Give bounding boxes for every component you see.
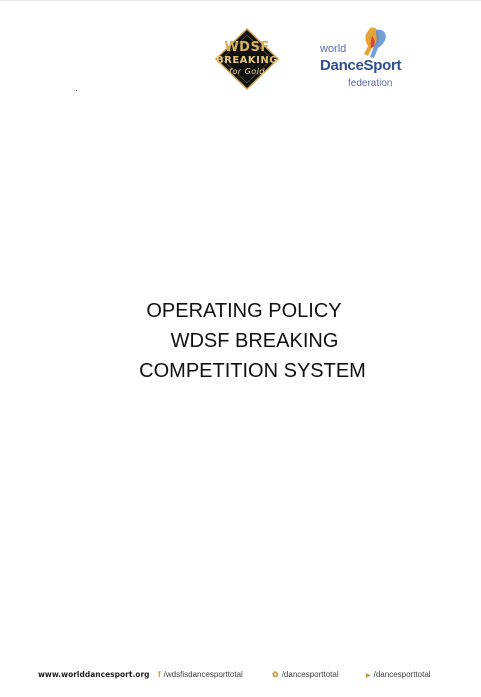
breaking-logo-signature: for Gold: [229, 67, 265, 76]
footer-website-link[interactable]: www.worlddancesport.org: [38, 670, 150, 679]
world-dancesport-federation-logo: world DanceSport federation: [318, 26, 413, 92]
footer-twitter[interactable]: ✿/dancesporttotal: [272, 670, 339, 679]
breaking-logo-emblem: [214, 27, 280, 91]
facebook-icon: f: [158, 670, 161, 679]
title-line-2: WDSF BREAKING: [170, 330, 339, 352]
breaking-logo-wdsf: WDSF: [224, 40, 270, 55]
title-line-1: OPERATING POLICY: [146, 300, 342, 322]
footer-facebook[interactable]: f/wdsfisdancesporttotal: [158, 670, 243, 679]
wdsf-breaking-logo: WDSF BREAKING for Gold: [214, 27, 280, 91]
page-footer: www.worlddancesport.org f/wdsfisdancespo…: [0, 668, 481, 682]
footer-youtube-handle: /dancesporttotal: [373, 670, 431, 679]
federation-logo-federation: federation: [348, 78, 393, 89]
footer-youtube[interactable]: ▶/dancesporttotal: [366, 670, 431, 679]
document-title: OPERATING POLICY WDSF BREAKING COMPETITI…: [100, 296, 405, 386]
federation-logo-dancesport: DanceSport: [320, 57, 402, 74]
federation-logo-world: world: [320, 43, 347, 55]
breaking-logo-breaking: BREAKING: [216, 55, 278, 66]
youtube-icon: ▶: [366, 673, 371, 679]
title-line-3: COMPETITION SYSTEM: [139, 360, 366, 382]
dancer-figure-icon: [364, 27, 386, 58]
page-border: [0, 0, 481, 1]
footer-facebook-handle: /wdsfisdancesporttotal: [163, 670, 243, 679]
twitter-icon: ✿: [272, 670, 279, 679]
footer-twitter-handle: /dancesporttotal: [281, 670, 339, 679]
stray-mark: [76, 90, 77, 91]
